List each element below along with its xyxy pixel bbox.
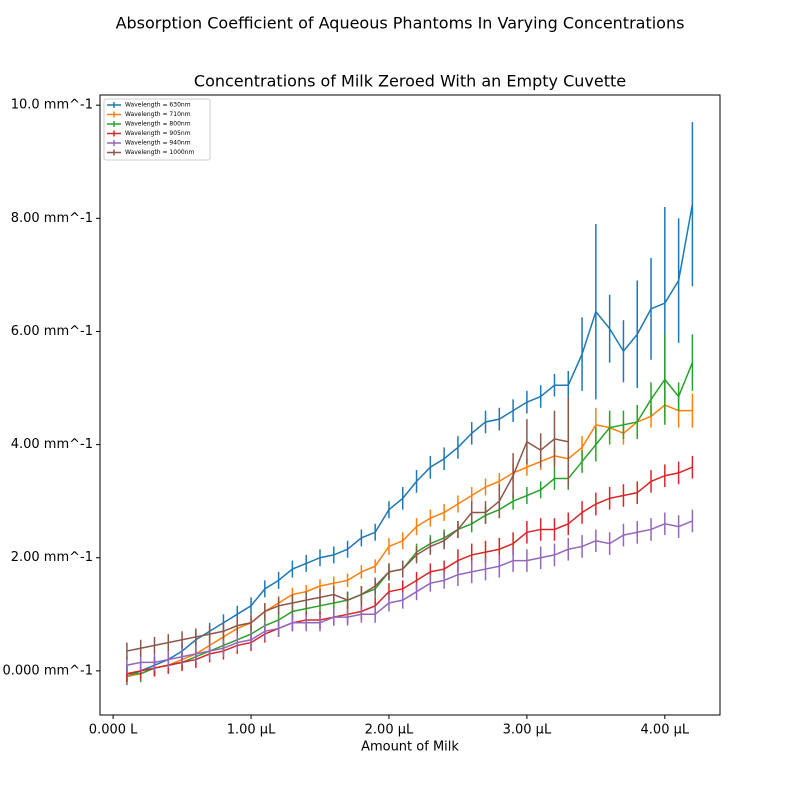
suptitle: Absorption Coefficient of Aqueous Phanto…	[116, 14, 685, 33]
legend-label: Wavelength = 630nm	[125, 102, 191, 109]
x-tick-label: 3.00 µL	[503, 723, 552, 738]
legend-label: Wavelength = 710nm	[125, 111, 191, 118]
legend-box	[103, 98, 211, 161]
plot-frame	[99, 94, 721, 716]
x-tick-label: 1.00 µL	[227, 723, 276, 738]
legend-label: Wavelength = 905nm	[125, 130, 191, 137]
series-line	[126, 204, 694, 678]
series-line	[126, 466, 693, 675]
legend-label: Wavelength = 1000nm	[125, 149, 195, 156]
y-tick-label: 2.00 mm^-1	[11, 550, 93, 565]
y-tick-label: 10.0 mm^-1	[11, 98, 93, 113]
y-tick-label: 4.00 mm^-1	[11, 437, 93, 452]
series-line	[126, 520, 693, 666]
series-line	[126, 438, 569, 652]
y-tick-label: 0.000 mm^-1	[2, 663, 93, 678]
series-line	[126, 362, 694, 675]
chart-title: Concentrations of Milk Zeroed With an Em…	[194, 72, 626, 91]
x-tick-label: 4.00 µL	[641, 723, 690, 738]
x-axis-label: Amount of Milk	[361, 740, 459, 755]
y-tick-label: 8.00 mm^-1	[11, 211, 93, 226]
series-line	[126, 404, 693, 678]
legend-label: Wavelength = 800nm	[125, 121, 191, 128]
x-tick-label: 0.000 L	[89, 723, 138, 738]
x-tick-label: 2.00 µL	[365, 723, 414, 738]
y-tick-label: 6.00 mm^-1	[11, 324, 93, 339]
legend-label: Wavelength = 940nm	[125, 140, 191, 147]
